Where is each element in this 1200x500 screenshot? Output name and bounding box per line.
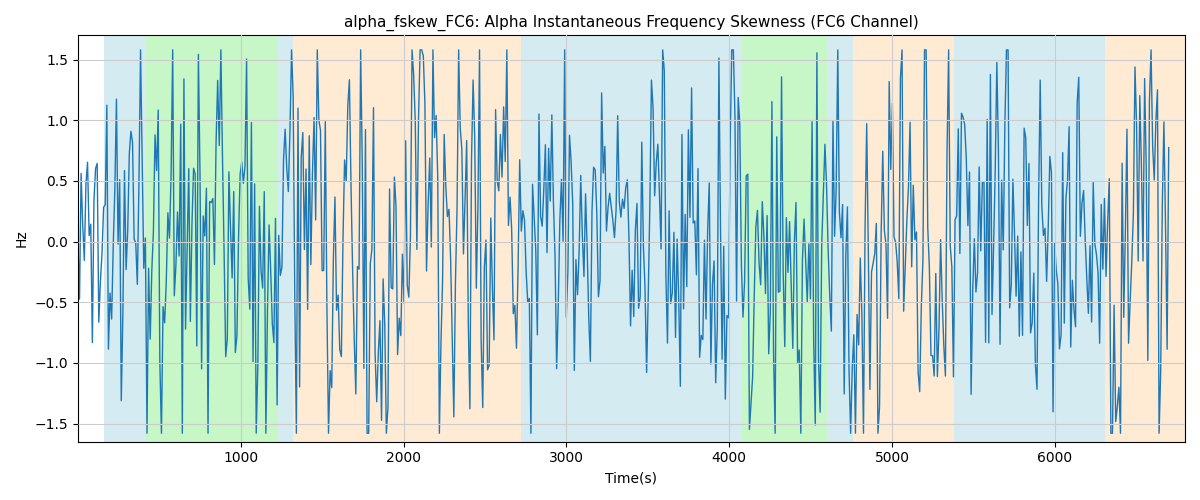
Bar <box>521 36 708 442</box>
Bar <box>146 36 276 442</box>
Bar <box>1105 36 1184 442</box>
Bar <box>1087 36 1105 442</box>
Y-axis label: Hz: Hz <box>14 230 29 248</box>
Title: alpha_fskew_FC6: Alpha Instantaneous Frequency Skewness (FC6 Channel): alpha_fskew_FC6: Alpha Instantaneous Fre… <box>344 15 919 31</box>
Bar <box>954 36 1087 442</box>
Bar <box>708 36 742 442</box>
Bar <box>742 36 827 442</box>
Bar <box>853 36 954 442</box>
Bar <box>276 36 293 442</box>
Bar <box>293 36 521 442</box>
Bar <box>104 36 146 442</box>
X-axis label: Time(s): Time(s) <box>606 471 658 485</box>
Bar <box>827 36 853 442</box>
